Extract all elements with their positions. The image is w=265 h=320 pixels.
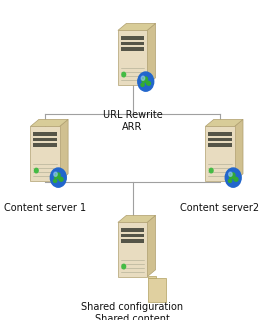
Circle shape <box>229 172 232 176</box>
Ellipse shape <box>229 173 235 179</box>
Polygon shape <box>205 119 243 126</box>
Polygon shape <box>118 215 156 222</box>
Polygon shape <box>147 23 156 85</box>
Bar <box>148 276 156 278</box>
Circle shape <box>122 72 126 77</box>
Bar <box>33 143 57 147</box>
Circle shape <box>122 264 126 269</box>
Bar <box>205 126 235 181</box>
Bar <box>30 126 60 181</box>
Ellipse shape <box>228 179 232 182</box>
Bar <box>118 222 147 277</box>
Polygon shape <box>60 119 68 181</box>
Text: Shared configuration
Shared content: Shared configuration Shared content <box>81 302 184 320</box>
Bar <box>33 132 57 136</box>
Polygon shape <box>147 215 156 277</box>
Bar <box>121 228 144 232</box>
Bar <box>118 30 147 85</box>
Bar <box>208 138 232 141</box>
Ellipse shape <box>234 177 238 181</box>
Ellipse shape <box>142 77 148 83</box>
Text: URL Rewrite
ARR: URL Rewrite ARR <box>103 110 162 132</box>
Polygon shape <box>30 119 68 126</box>
Text: Content server2: Content server2 <box>180 203 259 213</box>
Ellipse shape <box>141 83 144 86</box>
Circle shape <box>54 172 57 176</box>
Circle shape <box>50 168 66 187</box>
Polygon shape <box>235 119 243 181</box>
Bar <box>208 143 232 147</box>
Bar <box>121 42 144 45</box>
Bar <box>121 234 144 237</box>
Text: Content server 1: Content server 1 <box>4 203 86 213</box>
Ellipse shape <box>146 81 151 85</box>
Ellipse shape <box>54 173 60 179</box>
Bar <box>33 138 57 141</box>
Ellipse shape <box>54 179 57 182</box>
Circle shape <box>138 72 154 91</box>
Circle shape <box>141 76 145 80</box>
Bar <box>121 239 144 243</box>
Bar <box>148 278 166 302</box>
Polygon shape <box>118 23 156 30</box>
Bar <box>121 36 144 40</box>
Circle shape <box>209 168 213 173</box>
Circle shape <box>34 168 38 173</box>
Bar <box>208 132 232 136</box>
Ellipse shape <box>59 177 63 181</box>
Bar <box>121 47 144 51</box>
Circle shape <box>225 168 241 187</box>
